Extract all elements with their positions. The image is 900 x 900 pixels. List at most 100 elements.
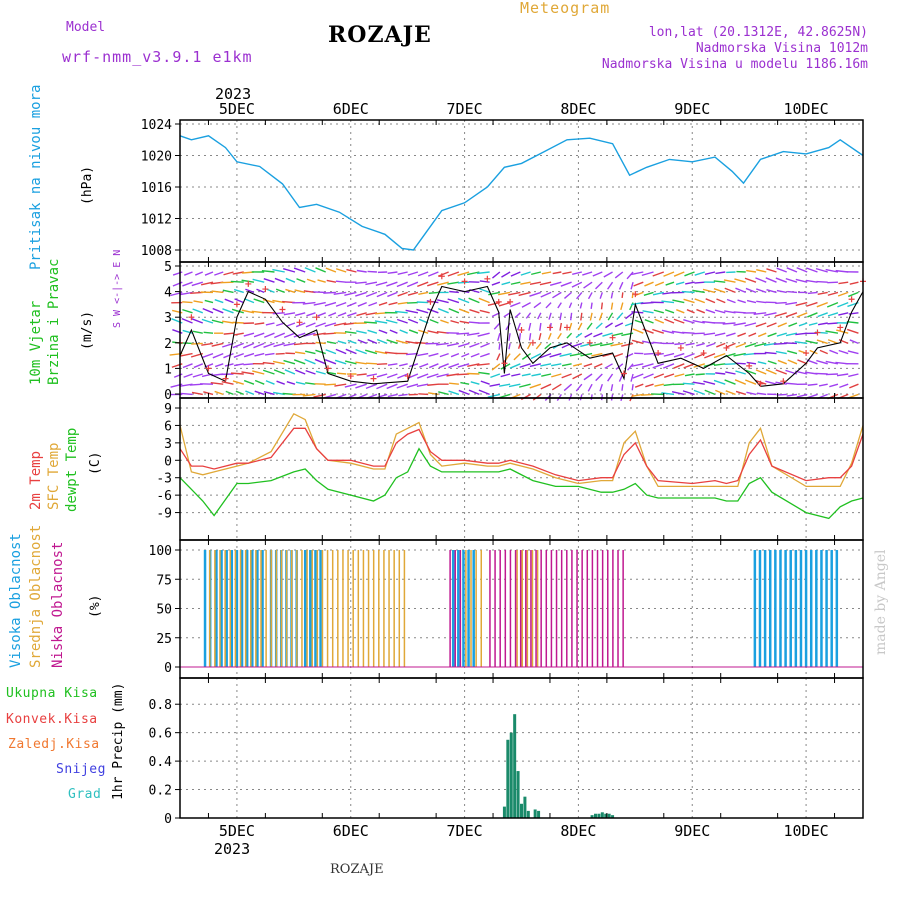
gust-marker xyxy=(461,278,468,285)
wind-vector xyxy=(633,281,644,287)
wind-vector xyxy=(325,267,337,273)
wind-vector xyxy=(563,383,573,392)
wind-vector xyxy=(614,322,624,328)
wind-vector xyxy=(624,322,634,327)
wind-vector xyxy=(324,383,336,386)
wind-vector xyxy=(562,271,572,275)
precip-bar xyxy=(537,810,541,818)
wind-vector xyxy=(604,363,613,369)
y-tick-label: 3 xyxy=(164,311,172,326)
wind-vector xyxy=(234,298,245,304)
wind-vector xyxy=(785,277,798,283)
wind-vector xyxy=(775,277,787,283)
wind-vector xyxy=(409,363,419,368)
wind-vector xyxy=(191,318,204,324)
precip-bar xyxy=(607,813,611,818)
wind-vector xyxy=(448,390,460,396)
wind-vector xyxy=(243,363,255,366)
wind-vector xyxy=(702,288,716,294)
gust-marker xyxy=(296,319,303,326)
wind-vector xyxy=(511,373,521,377)
y-tick-label: 0 xyxy=(164,812,172,827)
wind-vector xyxy=(449,382,459,385)
wind-vector xyxy=(776,289,787,294)
wind-vector xyxy=(600,342,613,347)
wind-vector xyxy=(616,312,624,321)
wind-vector xyxy=(374,320,388,324)
wind-vector xyxy=(661,300,675,304)
wind-vector xyxy=(533,302,542,309)
wind-vector xyxy=(849,383,859,389)
wind-vector xyxy=(559,322,563,331)
wind-vector xyxy=(625,352,634,358)
wind-vector xyxy=(715,271,726,275)
wind-vector xyxy=(694,271,705,276)
wind-vector xyxy=(324,301,337,307)
y-tick-label: 1008 xyxy=(141,244,172,259)
wind-vector xyxy=(571,281,583,288)
wind-vector xyxy=(827,339,839,345)
wind-vector xyxy=(262,298,275,304)
wind-vector xyxy=(713,363,726,367)
wind-vector xyxy=(665,281,675,286)
wind-vector xyxy=(682,390,695,396)
wind-vector xyxy=(713,352,726,359)
wind-vector xyxy=(493,322,501,330)
wind-vector xyxy=(672,299,685,304)
wind-vector xyxy=(478,371,490,375)
wind-vector xyxy=(416,301,429,304)
wind-vector xyxy=(796,267,808,273)
wind-vector xyxy=(501,271,511,278)
wind-vector xyxy=(365,281,378,286)
wind-vector xyxy=(673,363,685,369)
tick-layer: 10081012101610201024012345-9-6-303690255… xyxy=(141,100,829,840)
wind-vector xyxy=(191,391,203,396)
wind-vector xyxy=(335,268,347,273)
y-tick-label: 0.2 xyxy=(149,784,172,799)
wind-vector xyxy=(827,291,839,296)
wind-vector xyxy=(807,291,818,295)
wind-vector xyxy=(394,310,408,314)
wind-vector xyxy=(613,352,624,358)
wind-vector xyxy=(704,271,716,276)
wind-vector xyxy=(476,363,490,366)
wind-vector xyxy=(611,332,623,337)
wind-vector xyxy=(584,332,593,338)
wind-vector xyxy=(296,278,306,283)
wind-vector xyxy=(614,271,624,279)
wind-vector xyxy=(605,322,613,329)
panel-frame xyxy=(179,677,864,819)
wind-vector xyxy=(305,350,316,355)
wind-vector xyxy=(386,373,398,379)
wind-vector xyxy=(615,363,624,370)
wind-vector xyxy=(200,281,214,286)
wind-vector xyxy=(787,350,798,355)
wind-vector xyxy=(569,312,573,321)
wind-vector xyxy=(551,363,562,367)
wind-vector xyxy=(182,329,193,334)
wind-vector xyxy=(467,363,480,367)
wind-vector xyxy=(387,363,398,366)
wind-vector xyxy=(378,301,388,306)
wind-vector xyxy=(756,300,767,304)
wind-vector xyxy=(766,288,777,294)
wind-vector xyxy=(580,312,583,321)
wind-vector xyxy=(818,383,828,387)
wind-vector xyxy=(683,363,695,369)
wind-vector xyxy=(478,297,490,304)
y-tick-label: 1 xyxy=(164,362,172,377)
wind-vector xyxy=(211,342,224,347)
wind-vector xyxy=(408,318,419,324)
wind-vector xyxy=(548,312,552,320)
wind-vector xyxy=(829,349,839,355)
wind-vector xyxy=(204,271,214,276)
wind-vector xyxy=(603,271,613,278)
precip-bar xyxy=(600,812,604,818)
wind-vector xyxy=(253,342,265,349)
precip-bar xyxy=(506,739,510,818)
wind-vector xyxy=(816,359,828,365)
wind-vector xyxy=(715,389,726,396)
wind-vector xyxy=(346,268,357,273)
wind-vector xyxy=(508,291,521,296)
wind-vector xyxy=(480,352,490,358)
